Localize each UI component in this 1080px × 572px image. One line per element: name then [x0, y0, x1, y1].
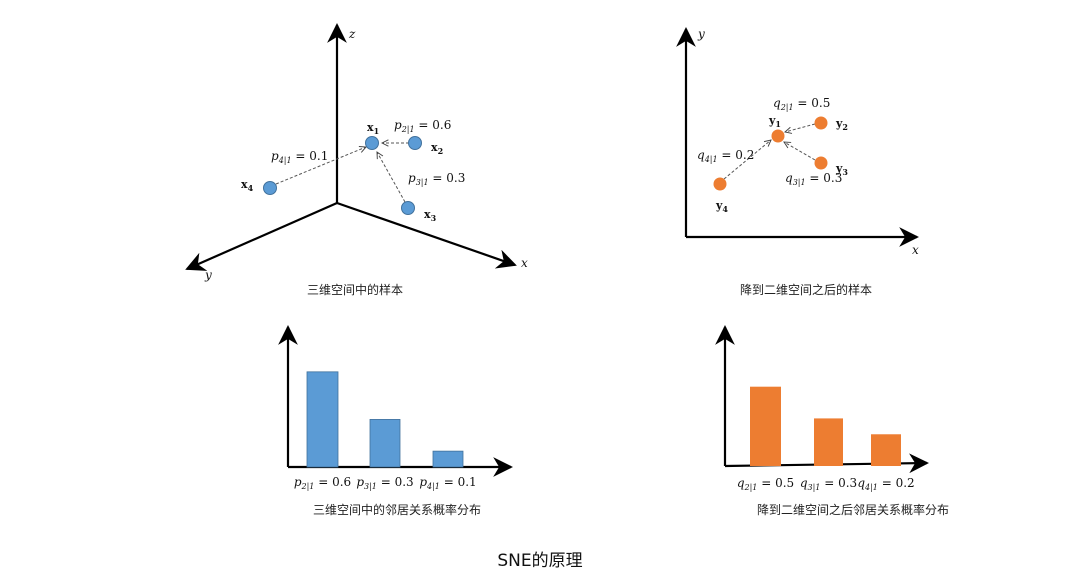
arrow-y3-to-y1 — [784, 142, 816, 161]
tick-label-q21: q2|1 = 0.5 — [737, 476, 794, 492]
tick-label-p41: p4|1 = 0.1 — [419, 475, 476, 491]
prob-p41: p4|1 = 0.1 — [271, 149, 328, 165]
label-x3: x3 — [424, 208, 437, 223]
z-axis-label: z — [348, 27, 356, 41]
arrow-y4-to-y1 — [723, 140, 771, 180]
prob-q41: q4|1 = 0.2 — [697, 148, 754, 164]
label-x1: x1 — [367, 121, 379, 136]
figure-title: SNE的原理 — [497, 551, 582, 571]
bar-chart-3d: p2|1 = 0.6 p3|1 = 0.3 p4|1 = 0.1 三维空间中的邻居关… — [278, 325, 513, 517]
tick-label-p31: p3|1 = 0.3 — [356, 475, 413, 491]
bar-p31 — [369, 419, 401, 468]
label-x4: x4 — [241, 178, 254, 193]
arrow-x3-to-x1 — [377, 152, 406, 203]
bar-q21 — [750, 386, 781, 466]
panel-3d: z x y x1 x2 x3 x4 p2|1 = 0.6 p3|1 = 0.3 … — [185, 23, 528, 297]
bar-q31 — [814, 418, 843, 466]
chart-2d-title: 降到二维空间之后邻居关系概率分布 — [757, 502, 949, 517]
chart-3d-title: 三维空间中的邻居关系概率分布 — [313, 502, 481, 517]
tick-label-q31: q3|1 = 0.3 — [800, 476, 857, 492]
prob-p21: p2|1 = 0.6 — [394, 118, 451, 134]
arrow-y2-to-y1 — [785, 123, 816, 132]
caption-2d: 降到二维空间之后的样本 — [740, 282, 872, 297]
point-y2 — [814, 116, 828, 130]
arrow-x4-to-x1 — [275, 147, 366, 185]
panel-2d: y x y1 y2 y3 y4 q2|1 = 0.5 q3|1 = 0.3 q4… — [676, 27, 919, 297]
point-x1 — [365, 136, 379, 150]
label-y3: y3 — [835, 162, 848, 177]
prob-q31: q3|1 = 0.3 — [785, 171, 842, 187]
point-y4 — [713, 177, 727, 191]
label-x2: x2 — [431, 141, 443, 156]
bar-chart-2d: q2|1 = 0.5 q3|1 = 0.3 q4|1 = 0.2 降到二维空间之后邻… — [715, 325, 949, 517]
bar-p41 — [432, 450, 464, 468]
x-axis-label: x — [521, 256, 528, 270]
point-y3 — [814, 156, 828, 170]
prob-q21: q2|1 = 0.5 — [773, 96, 830, 112]
x-axis — [336, 201, 517, 269]
bar-q41 — [871, 434, 901, 466]
x-axis-label-2d: x — [912, 243, 919, 257]
caption-3d: 三维空间中的样本 — [307, 282, 403, 297]
point-x4 — [263, 181, 277, 195]
y-axis-label-2d: y — [697, 27, 705, 41]
tick-label-p21: p2|1 = 0.6 — [294, 475, 351, 491]
point-x2 — [408, 136, 422, 150]
tick-label-q41: q4|1 = 0.2 — [857, 476, 914, 492]
y-axis-label: y — [204, 268, 212, 282]
label-y4: y4 — [715, 199, 728, 214]
y-axis — [185, 201, 338, 271]
prob-p31: p3|1 = 0.3 — [408, 171, 465, 187]
bar-p21 — [306, 371, 339, 468]
point-y1 — [771, 129, 785, 143]
label-y2: y2 — [835, 117, 848, 132]
point-x3 — [401, 201, 415, 215]
label-y1: y1 — [768, 114, 781, 129]
